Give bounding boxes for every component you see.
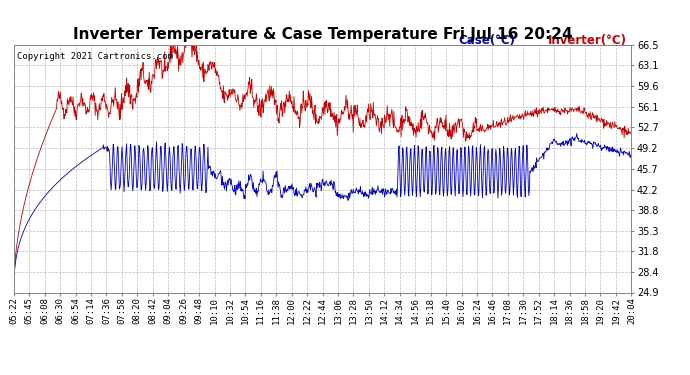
- Title: Inverter Temperature & Case Temperature Fri Jul 16 20:24: Inverter Temperature & Case Temperature …: [72, 27, 573, 42]
- Text: Inverter(°C): Inverter(°C): [548, 34, 627, 47]
- Text: Copyright 2021 Cartronics.com: Copyright 2021 Cartronics.com: [17, 53, 172, 62]
- Text: Case(°C): Case(°C): [458, 34, 515, 47]
